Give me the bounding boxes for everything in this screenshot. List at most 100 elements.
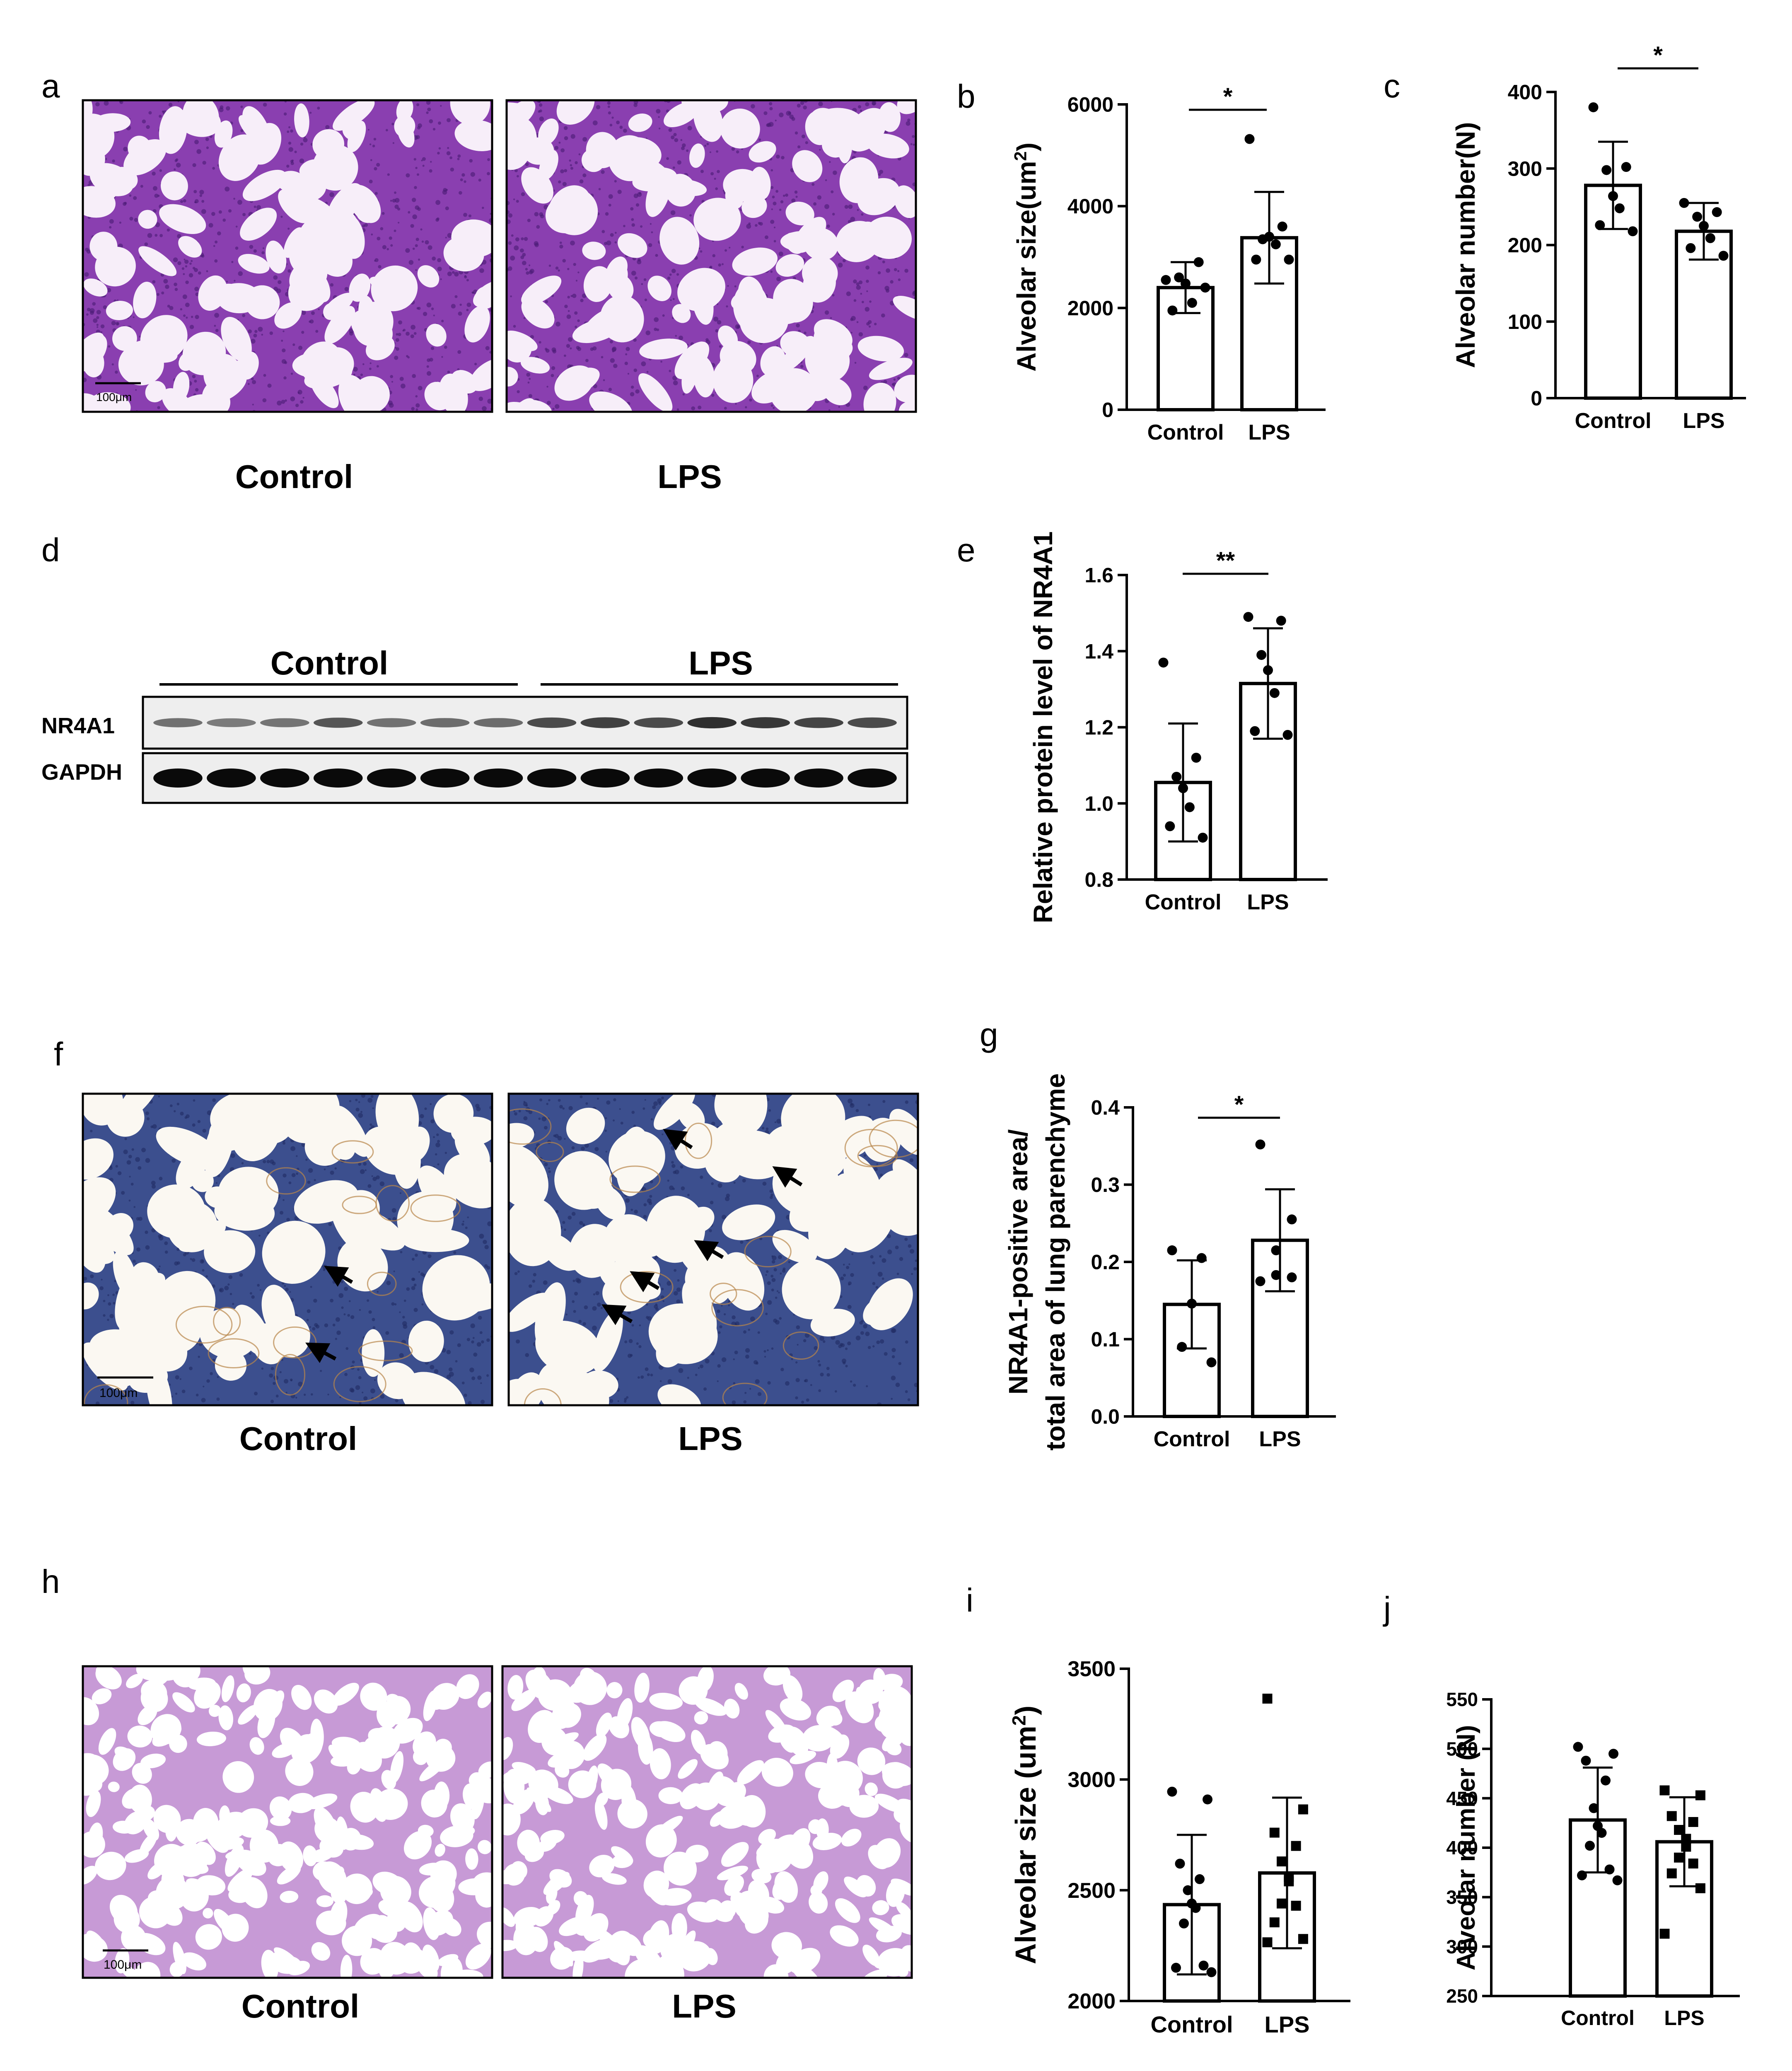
nucleus-dot: [466, 302, 471, 307]
alveolus: [882, 1762, 912, 1786]
nucleus-dot: [872, 1345, 875, 1348]
nucleus-dot: [539, 109, 542, 113]
nucleus-dot: [270, 1399, 274, 1404]
alveolus: [159, 106, 187, 154]
nucleus-dot: [525, 268, 528, 271]
nucleus-dot: [233, 198, 235, 200]
blot-band: [580, 717, 630, 728]
nucleus-dot: [607, 105, 610, 108]
data-point: [1608, 1749, 1619, 1759]
nucleus-dot: [99, 1286, 104, 1290]
panel-a-caption-control: Control: [235, 458, 353, 495]
panel-a-scale-label: 100μm: [96, 391, 132, 404]
nucleus-dot: [905, 1340, 908, 1344]
nucleus-dot: [424, 1107, 427, 1110]
alveolus: [178, 236, 202, 258]
nucleus-dot: [121, 1191, 125, 1195]
nucleus-dot: [124, 1137, 127, 1141]
blot-frame: [142, 752, 908, 804]
nucleus-dot: [562, 1107, 565, 1110]
nucleus-dot: [608, 111, 611, 115]
nucleus-dot: [721, 1357, 727, 1362]
y-axis-label: Alveolar number (N): [1452, 1725, 1480, 1971]
nucleus-dot: [623, 225, 626, 227]
nucleus-dot: [797, 104, 801, 108]
nucleus-dot: [879, 1173, 883, 1177]
y-tick-label: 400: [1446, 1837, 1478, 1858]
nucleus-dot: [566, 344, 570, 348]
data-point: [1206, 1967, 1217, 1977]
nucleus-dot: [539, 212, 543, 217]
nucleus-dot: [523, 317, 526, 319]
nucleus-dot: [604, 1129, 607, 1132]
blot-band: [260, 768, 309, 788]
panel-a-image-lps: [505, 99, 917, 413]
alveolus: [509, 1123, 534, 1149]
y-tick-label: 100: [1508, 310, 1542, 333]
brown-stain: [331, 1140, 374, 1164]
nucleus-dot: [575, 161, 578, 164]
nucleus-dot: [565, 1313, 568, 1316]
nucleus-dot: [443, 188, 447, 192]
data-point: [1705, 233, 1715, 243]
nucleus-dot: [135, 1263, 137, 1265]
nucleus-dot: [315, 330, 319, 333]
nucleus-dot: [84, 272, 89, 277]
nucleus-dot: [582, 137, 587, 142]
nucleus-dot: [136, 1247, 141, 1252]
nucleus-dot: [584, 1143, 589, 1148]
nucleus-dot: [363, 1162, 367, 1166]
nucleus-dot: [601, 1307, 603, 1309]
nucleus-dot: [452, 271, 455, 274]
alveolus: [109, 1895, 138, 1925]
nucleus-dot: [412, 214, 417, 220]
alveolus: [238, 254, 270, 274]
alveolus: [720, 109, 760, 149]
nucleus-dot: [548, 1170, 551, 1173]
data-point: [1243, 612, 1253, 622]
alveolus: [647, 275, 671, 301]
alveolus: [693, 100, 723, 142]
alveolus: [83, 1138, 114, 1180]
nucleus-dot: [344, 1373, 348, 1376]
nucleus-dot: [904, 268, 908, 273]
nucleus-dot: [803, 105, 807, 110]
nucleus-dot: [578, 153, 581, 155]
nucleus-dot: [487, 172, 490, 176]
nucleus-dot: [466, 1338, 470, 1341]
alveolus: [594, 1800, 608, 1830]
nucleus-dot: [444, 1152, 447, 1154]
nucleus-dot: [217, 1376, 219, 1378]
nucleus-dot: [90, 1129, 93, 1133]
alveolus: [126, 1674, 143, 1689]
nucleus-dot: [570, 240, 575, 246]
nucleus-dot: [261, 251, 265, 254]
brown-stain: [367, 1271, 397, 1296]
alveolus: [654, 1094, 696, 1130]
nucleus-dot: [630, 207, 634, 211]
nucleus-dot: [558, 269, 560, 272]
panel-letter-g: g: [980, 1016, 998, 1053]
y-tick-label: 2000: [1067, 297, 1113, 320]
data-point: [1187, 298, 1197, 308]
nucleus-dot: [226, 280, 228, 283]
nucleus-dot: [191, 1258, 196, 1262]
nucleus-dot: [348, 1300, 351, 1303]
nucleus-dot: [457, 368, 460, 371]
nucleus-dot: [773, 406, 775, 409]
nucleus-dot: [176, 162, 181, 168]
nucleus-dot: [846, 291, 851, 296]
nucleus-dot: [785, 193, 788, 197]
data-point: [1674, 1852, 1684, 1863]
alveolus: [589, 1855, 615, 1878]
nucleus-dot: [570, 167, 573, 170]
data-point: [1184, 802, 1195, 812]
nucleus-dot: [445, 237, 447, 239]
nucleus-dot: [415, 237, 419, 241]
alveolus: [319, 1866, 336, 1891]
nucleus-dot: [860, 109, 862, 112]
nucleus-dot: [411, 407, 415, 411]
nucleus-dot: [874, 322, 877, 326]
nucleus-dot: [717, 1310, 720, 1313]
